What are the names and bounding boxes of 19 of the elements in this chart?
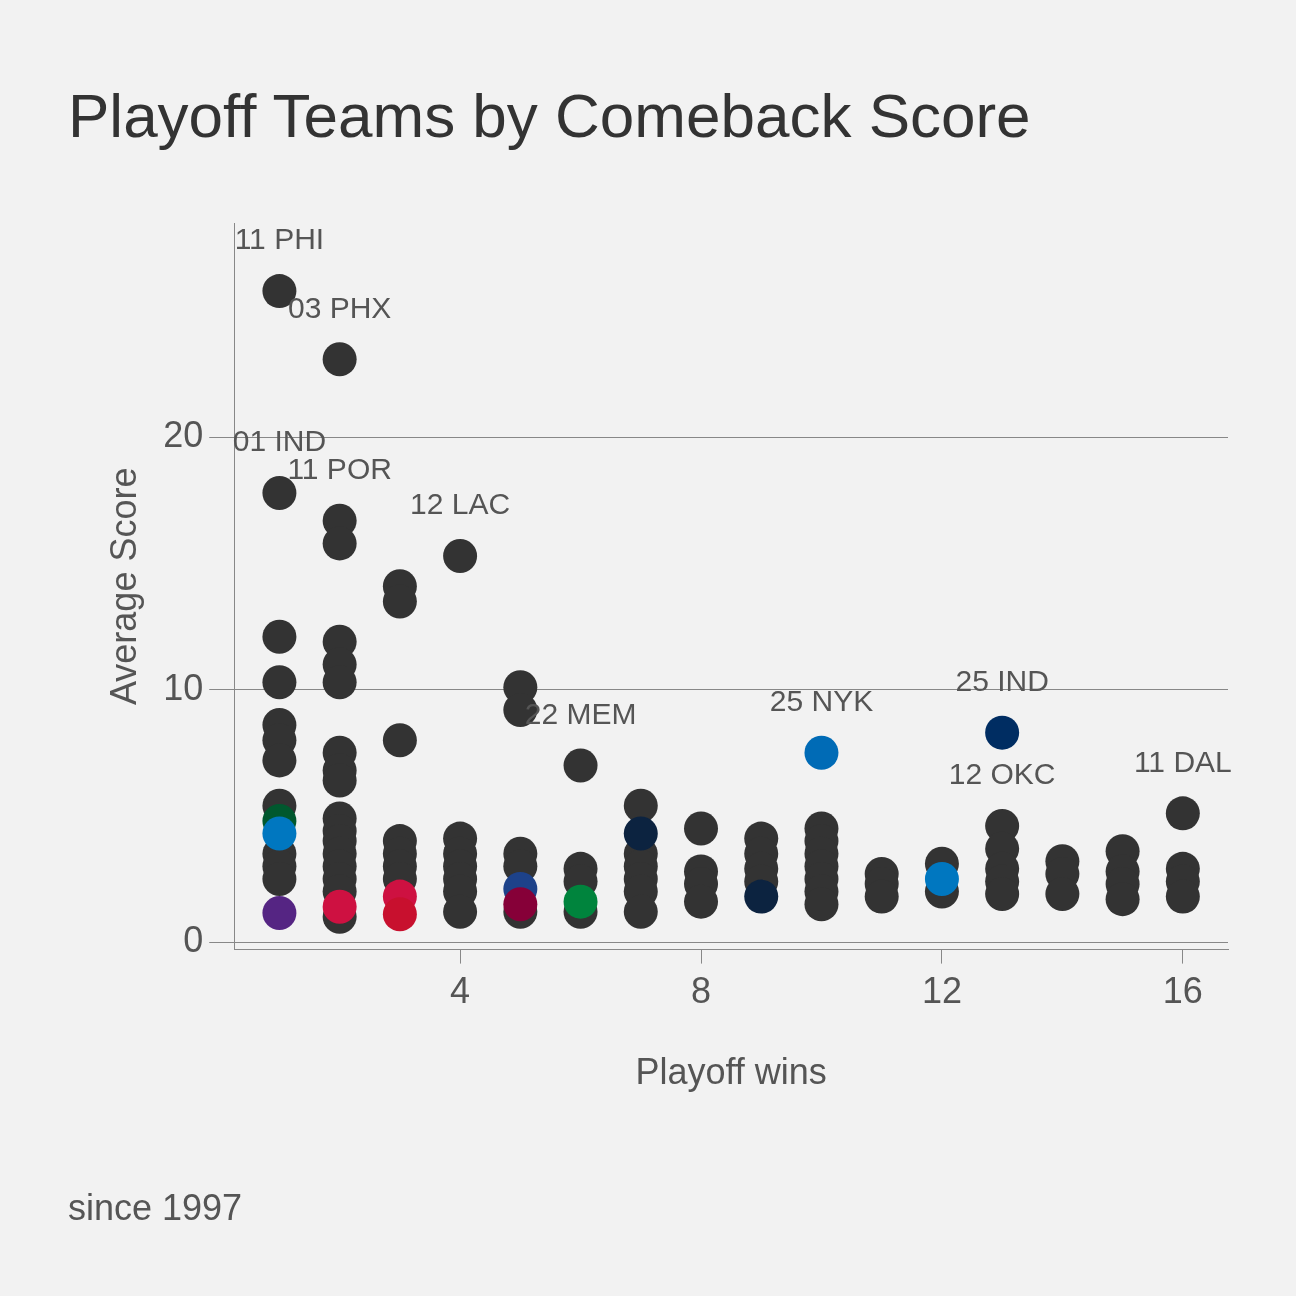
- x-tick-label: 16: [1162, 970, 1203, 1012]
- annotation: 12 LAC: [410, 487, 511, 521]
- annotation: 03 PHX: [287, 290, 392, 324]
- annotation: 11 DAL: [1133, 744, 1232, 778]
- annotation: 11 POR: [287, 451, 392, 485]
- annotation: 12 OKC: [948, 757, 1056, 791]
- x-tick-label: 4: [450, 970, 471, 1012]
- text: since 1997: [68, 1187, 243, 1228]
- x-tick-label: 8: [690, 970, 712, 1012]
- y-tick-label: 10: [163, 666, 204, 708]
- y-axis-title: Average Score: [102, 467, 144, 706]
- annotation: 25 NYK: [769, 684, 874, 718]
- y-tick-label: 20: [163, 414, 204, 456]
- annotation: 25 IND: [955, 663, 1049, 697]
- annotation: 11 PHI: [234, 222, 325, 256]
- chart-title: Playoff Teams by Comeback Score: [68, 81, 1031, 150]
- x-tick-label: 12: [921, 970, 962, 1012]
- x-axis-title: Playoff wins: [635, 1051, 827, 1093]
- y-tick-label: 0: [183, 918, 204, 960]
